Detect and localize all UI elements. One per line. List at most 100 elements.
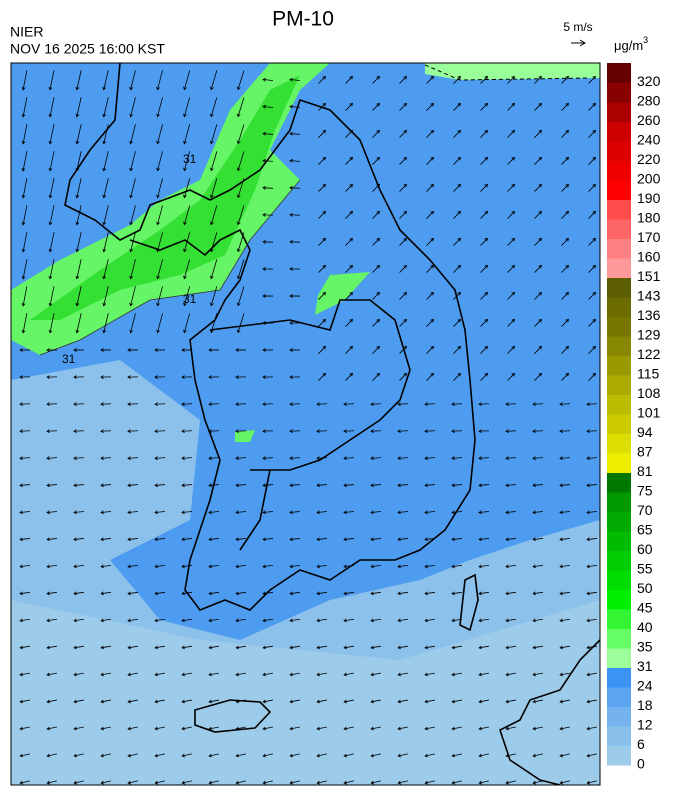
- wind-arrow: [75, 205, 82, 226]
- wind-arrow: [451, 591, 463, 596]
- wind-arrow: [397, 483, 409, 488]
- colorbar-label: 190: [637, 190, 661, 206]
- wind-arrow: [343, 753, 354, 758]
- wind-arrow: [451, 564, 463, 569]
- wind-arrow: [426, 129, 435, 138]
- wind-arrow: [183, 97, 191, 118]
- colorbar-label: 94: [637, 424, 653, 440]
- wind-arrow: [235, 564, 247, 569]
- wind-arrow: [46, 483, 58, 488]
- wind-arrow: [397, 645, 408, 650]
- wind-arrow: [588, 237, 597, 246]
- wind-arrow: [236, 205, 245, 226]
- wind-arrow: [100, 591, 112, 596]
- wind-arrow: [156, 70, 163, 91]
- wind-arrow: [505, 753, 516, 758]
- wind-arrow: [48, 259, 55, 280]
- wind-arrow: [127, 564, 139, 569]
- wind-arrow: [505, 537, 517, 542]
- wind-arrow: [262, 294, 274, 298]
- wind-arrow: [154, 699, 165, 704]
- wind-arrow: [19, 699, 30, 704]
- wind-arrow: [210, 178, 218, 199]
- wind-arrow: [75, 232, 82, 253]
- wind-arrow: [48, 313, 55, 334]
- wind-arrow: [262, 672, 273, 677]
- wind-arrow: [426, 156, 435, 165]
- wind-arrow: [235, 537, 247, 542]
- wind-arrow: [372, 183, 381, 192]
- wind-arrow: [316, 402, 328, 407]
- wind-arrow: [588, 210, 597, 219]
- colorbar-segment: [607, 453, 631, 473]
- colorbar-segment: [607, 745, 631, 766]
- datetime: NOV 16 2025 16:00 KST: [10, 41, 165, 57]
- wind-arrow: [75, 259, 82, 280]
- wind-arrow: [289, 267, 301, 271]
- wind-arrow: [343, 618, 355, 623]
- colorbar-segment: [607, 648, 631, 668]
- wind-arrow: [559, 510, 571, 515]
- wind-arrow: [208, 753, 219, 758]
- wind-arrow: [46, 726, 57, 731]
- wind-arrow: [345, 318, 354, 327]
- wind-arrow: [586, 780, 597, 785]
- wind-arrow: [586, 672, 597, 677]
- wind-arrow: [102, 178, 109, 199]
- wind-arrow: [316, 618, 328, 623]
- wind-arrow: [127, 645, 138, 650]
- wind-arrow: [262, 456, 274, 461]
- wind-arrow: [46, 510, 58, 515]
- wind-arrow: [532, 591, 544, 596]
- wind-arrow: [208, 564, 220, 569]
- province-borders: [209, 299, 411, 551]
- colorbar-label: 220: [637, 151, 661, 167]
- wind-arrow: [318, 372, 327, 381]
- wind-arrow: [289, 510, 301, 515]
- wind-arrow: [19, 510, 31, 515]
- wind-arrow: [235, 348, 247, 352]
- wind-arrow: [235, 780, 246, 785]
- wind-arrow: [399, 102, 408, 111]
- wind-arrow: [75, 151, 82, 172]
- wind-arrow: [208, 672, 219, 677]
- wind-arrow: [210, 151, 218, 172]
- wind-arrow: [127, 672, 138, 677]
- wind-arrow: [210, 97, 218, 118]
- colorbar-label: 75: [637, 483, 653, 499]
- wind-arrow: [372, 237, 381, 246]
- wind-arrow: [262, 267, 274, 271]
- wind-arrow: [154, 456, 166, 461]
- wind-arrow: [586, 456, 598, 461]
- wind-arrow: [426, 372, 435, 381]
- wind-arrow: [19, 591, 31, 596]
- wind-arrow: [586, 726, 597, 731]
- wind-arrow: [46, 537, 58, 542]
- wind-arrow: [181, 726, 192, 731]
- wind-arrow: [183, 205, 191, 226]
- wind-arrow: [480, 102, 489, 111]
- wind-arrow: [127, 699, 138, 704]
- wind-arrow: [73, 402, 85, 407]
- colorbar-label: 45: [637, 600, 653, 616]
- wind-arrow: [289, 537, 301, 542]
- wind-arrow: [424, 483, 436, 488]
- wind-arrow: [534, 129, 543, 138]
- wind-arrow: [534, 156, 543, 165]
- wind-arrow: [451, 618, 463, 623]
- wind-arrow: [370, 537, 382, 542]
- wind-arrow: [21, 205, 28, 226]
- wind-arrow: [208, 402, 220, 407]
- wind-arrow: [453, 210, 462, 219]
- wind-arrow: [588, 102, 597, 111]
- wind-arrow: [318, 102, 327, 111]
- wind-arrow: [478, 537, 490, 542]
- wind-arrow: [262, 483, 274, 488]
- wind-arrow: [235, 591, 247, 596]
- wind-arrow: [559, 429, 571, 434]
- wind-arrow: [588, 291, 597, 300]
- wind-arrow: [181, 753, 192, 758]
- wind-arrow: [236, 259, 245, 280]
- wind-arrow: [399, 345, 408, 354]
- wind-arrow: [559, 402, 571, 407]
